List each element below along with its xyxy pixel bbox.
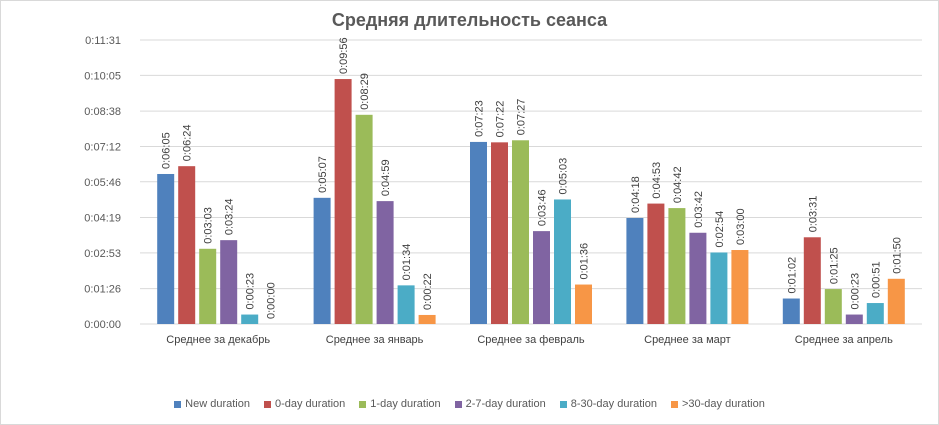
data-label: 0:02:54 (714, 211, 726, 248)
bar (533, 231, 550, 324)
bar (376, 201, 394, 324)
data-label: 0:01:36 (579, 243, 591, 280)
legend-swatch (559, 400, 567, 408)
data-label: 0:06:24 (182, 124, 194, 161)
data-label: 0:05:07 (317, 156, 329, 193)
bar (334, 79, 352, 324)
bar (355, 114, 373, 325)
data-label: 0:00:23 (245, 273, 257, 310)
legend-item: >30-day duration (670, 398, 765, 410)
bar (845, 314, 863, 324)
legend-swatch (174, 400, 182, 408)
legend-label: 8-30-day duration (570, 398, 657, 410)
data-label: 0:07:27 (516, 99, 528, 136)
y-tick-label: 0:08:38 (84, 106, 121, 118)
bar (178, 166, 196, 324)
y-tick-label: 0:04:19 (84, 213, 121, 225)
bar (887, 278, 905, 324)
bar (512, 140, 529, 324)
category-label: Среднее за декабрь (166, 334, 270, 346)
data-label: 0:04:18 (630, 176, 642, 213)
data-label: 0:05:03 (558, 158, 570, 195)
y-tick-label: 0:11:31 (85, 35, 121, 47)
y-tick-label: 0:00:00 (84, 319, 121, 331)
legend-item: 0-day duration (263, 398, 346, 410)
data-label: 0:00:51 (870, 261, 882, 298)
data-label: 0:00:22 (422, 273, 434, 310)
data-label: 0:07:23 (474, 100, 486, 137)
category-label: Среднее за апрель (795, 334, 893, 346)
data-label: 0:04:53 (651, 162, 663, 199)
bar (824, 289, 842, 324)
legend-swatch (359, 400, 367, 408)
bar (575, 284, 592, 324)
data-label: 0:00:00 (266, 282, 278, 319)
legend-label: New duration (185, 398, 250, 410)
y-tick-label: 0:07:12 (84, 141, 121, 153)
legend-label: 1-day duration (370, 398, 441, 410)
legend-label: >30-day duration (681, 398, 765, 410)
category-label: Среднее за февраль (477, 334, 585, 346)
data-label: 0:04:59 (380, 159, 392, 196)
category-label: Среднее за январь (326, 334, 424, 346)
data-label: 0:08:29 (359, 73, 371, 110)
y-tick-label: 0:01:26 (84, 284, 121, 296)
y-tick-label: 0:05:46 (84, 177, 121, 189)
bar (689, 232, 707, 324)
data-label: 0:07:22 (495, 101, 507, 138)
bar (418, 314, 436, 324)
bar (647, 203, 665, 324)
bar (313, 197, 331, 324)
data-label: 0:06:05 (161, 132, 173, 169)
bar (241, 314, 259, 324)
data-label: 0:03:46 (537, 189, 549, 226)
legend-swatch (263, 400, 271, 408)
chart-title: Средняя длительность сеанса (331, 10, 608, 30)
data-label: 0:03:24 (224, 198, 236, 235)
bar (710, 252, 728, 324)
legend-label: 2-7-day duration (465, 398, 546, 410)
legend-item: 2-7-day duration (454, 398, 546, 410)
legend-swatch (670, 400, 678, 408)
bar (220, 240, 238, 324)
data-label: 0:03:03 (203, 207, 215, 244)
data-label: 0:03:00 (735, 208, 747, 245)
data-label: 0:01:50 (891, 237, 903, 274)
bar (470, 141, 487, 324)
bar (397, 285, 415, 324)
bar (554, 199, 571, 324)
data-label: 0:03:31 (807, 196, 819, 233)
data-label: 0:01:02 (786, 257, 798, 294)
bar (803, 237, 821, 324)
legend-label: 0-day duration (274, 398, 346, 410)
bar (626, 217, 644, 324)
legend-item: New duration (174, 398, 250, 410)
y-tick-label: 0:10:05 (84, 70, 121, 82)
bar (668, 208, 686, 324)
bar (731, 250, 749, 324)
y-tick-label: 0:02:53 (84, 248, 121, 260)
bar (866, 303, 884, 324)
data-label: 0:01:25 (828, 247, 840, 284)
legend-item: 8-30-day duration (559, 398, 657, 410)
category-label: Среднее за март (644, 334, 731, 346)
legend-item: 1-day duration (359, 398, 441, 410)
data-label: 0:00:23 (849, 273, 861, 310)
data-label: 0:04:42 (672, 166, 684, 203)
bar (199, 248, 217, 324)
bar (782, 298, 800, 324)
bar (491, 142, 508, 324)
data-label: 0:03:42 (693, 191, 705, 228)
legend-swatch (454, 400, 462, 408)
data-label: 0:01:34 (401, 244, 413, 281)
legend: New duration 0-day duration 1-day duration… (0, 398, 939, 410)
data-label: 0:09:56 (338, 37, 350, 74)
bar (157, 173, 175, 324)
